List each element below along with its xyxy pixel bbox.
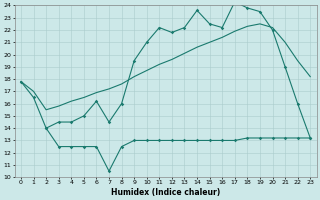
X-axis label: Humidex (Indice chaleur): Humidex (Indice chaleur)	[111, 188, 220, 197]
